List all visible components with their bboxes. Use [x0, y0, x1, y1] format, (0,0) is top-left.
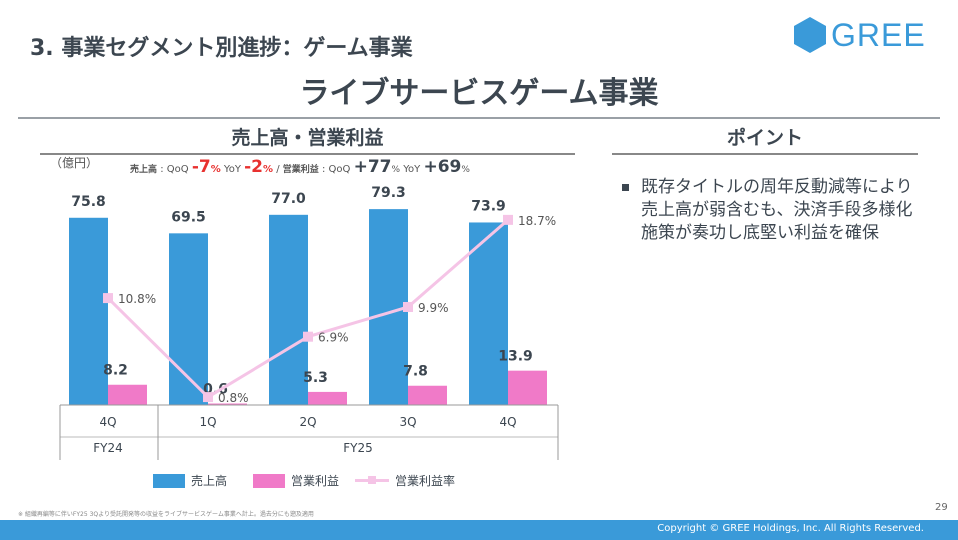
fy-label: FY24: [93, 441, 123, 455]
unit-label: （億円）: [50, 156, 99, 170]
pct: %: [210, 164, 221, 175]
profit-bar: [508, 370, 547, 405]
pct: %: [461, 165, 470, 175]
margin-label: 0.8%: [218, 391, 249, 405]
quarter-label: 1Q: [199, 415, 216, 429]
revenue-label: 73.9: [471, 198, 506, 214]
bullet-text: 既存タイトルの周年反動減等により売上高が弱含むも、決済手段多様化施策が奏功し底堅…: [641, 177, 913, 243]
revenue-label: 69.5: [171, 209, 206, 225]
legend-label: 営業利益: [291, 474, 340, 488]
profit-label: 8.2: [103, 363, 128, 379]
qoq-label: QoQ: [328, 164, 351, 175]
chart-title: 売上高・営業利益: [40, 123, 575, 155]
margin-label: 9.9%: [418, 301, 449, 315]
revenue-label: 75.8: [71, 194, 106, 210]
legend-profit: 営業利益: [253, 472, 339, 489]
yoy-label: YoY: [403, 164, 421, 175]
revenue-bar: [469, 222, 508, 405]
legend-margin: 営業利益率: [355, 472, 455, 489]
legend-label: 売上高: [191, 474, 228, 488]
rev-label: 売上高: [130, 165, 158, 175]
profit-bar: [208, 403, 247, 405]
bullet-icon: [622, 184, 629, 191]
op-label: 営業利益: [282, 165, 319, 175]
profit-bar: [308, 391, 347, 405]
qoq-label: QoQ: [166, 164, 189, 175]
rev-yoy: -2: [244, 157, 264, 177]
revenue-label: 77.0: [271, 191, 306, 207]
profit-bar: [408, 385, 447, 405]
op-yoy: +69: [423, 157, 462, 177]
legend-label: 営業利益率: [395, 474, 456, 488]
margin-label: 6.9%: [318, 331, 349, 345]
fy-label: FY25: [343, 441, 373, 455]
rev-qoq: -7: [191, 157, 211, 177]
hexagon-icon: [794, 17, 826, 53]
quarter-label: 3Q: [399, 415, 416, 429]
margin-label: 18.7%: [518, 214, 556, 228]
pct: %: [263, 164, 274, 175]
section-title: 3. 事業セグメント別進捗：ゲーム事業: [30, 36, 413, 61]
revenue-bar: [69, 217, 108, 405]
separator: /: [276, 164, 280, 175]
quarter-label: 2Q: [299, 415, 316, 429]
op-qoq: +77: [353, 157, 392, 177]
margin-point: [403, 301, 413, 312]
legend-revenue: 売上高: [153, 472, 227, 489]
margin-point: [103, 293, 113, 304]
page-number: 29: [935, 502, 948, 513]
revenue-label: 79.3: [371, 185, 406, 201]
legend-swatch: [153, 473, 185, 488]
revenue-bar: [369, 209, 408, 405]
revenue-profit-chart: 75.869.577.0 79.373.98.20.65.3 7.813.910.8…: [59, 185, 559, 460]
footnote: ※ 組織再編等に伴いFY25 3Qより受託開発等の収益をライブサービスゲーム事業…: [18, 511, 314, 518]
footer-bar: [0, 520, 958, 540]
logo-text: GREE: [831, 16, 926, 53]
point-bullet: 既存タイトルの周年反動減等により売上高が弱含むも、決済手段多様化施策が奏功し底堅…: [622, 176, 917, 245]
legend-line: [355, 476, 389, 484]
revenue-bar: [269, 214, 308, 405]
gree-logo: GREE: [793, 16, 926, 54]
growth-summary: 売上高 : QoQ -7% YoY -2% / 営業利益 : QoQ +77% …: [130, 157, 470, 177]
copyright: Copyright © GREE Holdings, Inc. All Righ…: [657, 523, 924, 534]
point-title: ポイント: [612, 123, 918, 155]
quarter-label: 4Q: [499, 415, 516, 429]
profit-label: 13.9: [498, 349, 533, 365]
page-title: ライブサービスゲーム事業: [299, 76, 659, 111]
quarter-label: 4Q: [99, 415, 116, 429]
margin-label: 10.8%: [118, 292, 156, 306]
title-divider: [18, 117, 940, 119]
pct: %: [391, 165, 401, 175]
yoy-label: YoY: [223, 164, 241, 175]
margin-point: [303, 331, 313, 342]
profit-bar: [108, 384, 147, 405]
margin-point: [203, 392, 213, 403]
profit-label: 7.8: [403, 364, 428, 380]
margin-point: [503, 214, 513, 225]
profit-label: 5.3: [303, 370, 328, 386]
legend-swatch: [253, 473, 285, 488]
